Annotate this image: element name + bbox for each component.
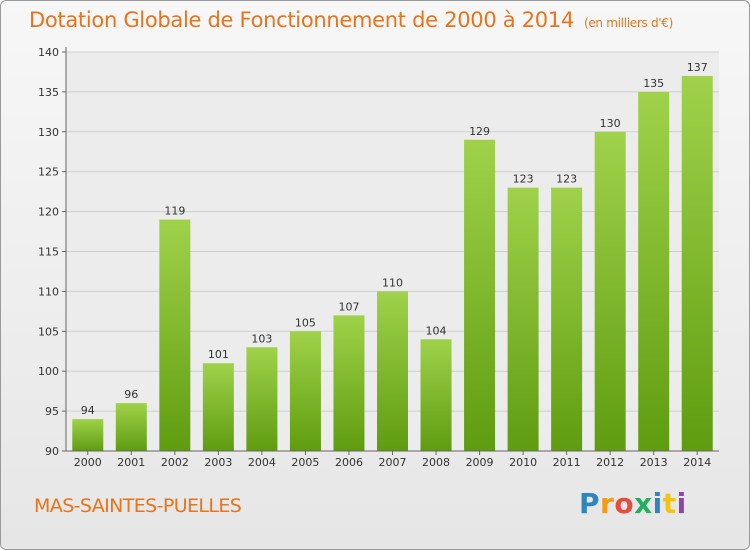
data-label: 103 xyxy=(251,332,272,345)
bars: 94 96 119 101 103 105 107 110 104 129 123 123 130 135… xyxy=(72,61,713,452)
y-tick-label: 120 xyxy=(38,206,59,219)
x-tick-label: 2000 xyxy=(74,456,102,469)
bar-2007[interactable] xyxy=(377,291,408,451)
data-label: 94 xyxy=(81,404,95,417)
logo-letter: i xyxy=(676,487,687,520)
x-tick-label: 2014 xyxy=(683,456,711,469)
y-tick-label: 90 xyxy=(45,445,59,458)
x-tick-label: 2005 xyxy=(291,456,319,469)
data-label: 130 xyxy=(600,117,621,130)
data-label: 135 xyxy=(643,77,664,90)
chart-title-text: Dotation Globale de Fonctionnement de 20… xyxy=(29,8,574,32)
data-label: 107 xyxy=(338,300,359,313)
data-label: 110 xyxy=(382,276,403,289)
y-tick-label: 130 xyxy=(38,126,59,139)
y-tick-label: 115 xyxy=(38,246,59,259)
bar-2008[interactable] xyxy=(420,339,452,451)
y-tick-label: 125 xyxy=(38,166,59,179)
data-label: 104 xyxy=(426,324,447,337)
x-tick-label: 2006 xyxy=(335,456,363,469)
logo-letter: r xyxy=(600,487,615,520)
y-tick-label: 140 xyxy=(38,46,59,59)
data-label: 129 xyxy=(469,125,490,138)
logo-letter: t xyxy=(662,487,677,520)
bar-2009[interactable] xyxy=(464,139,496,451)
data-label: 96 xyxy=(124,388,138,401)
x-tick-label: 2010 xyxy=(509,456,537,469)
data-label: 101 xyxy=(208,348,229,361)
proxiti-logo[interactable]: Proxiti xyxy=(579,487,687,520)
y-tick-label: 105 xyxy=(38,325,59,338)
data-label: 119 xyxy=(164,205,185,218)
bar-2014[interactable] xyxy=(681,75,713,451)
data-label: 105 xyxy=(295,316,316,329)
x-tick-label: 2008 xyxy=(422,456,450,469)
bar-2004[interactable] xyxy=(246,347,278,451)
x-tick-label: 2004 xyxy=(248,456,276,469)
bar-2013[interactable] xyxy=(638,91,670,452)
x-tick-label: 2009 xyxy=(466,456,494,469)
x-tick-label: 2013 xyxy=(640,456,668,469)
bar-2011[interactable] xyxy=(551,187,583,451)
bar-2010[interactable] xyxy=(507,187,539,451)
x-tick-label: 2011 xyxy=(553,456,581,469)
commune-name: MAS-SAINTES-PUELLES xyxy=(34,495,242,517)
logo-letter: P xyxy=(579,487,601,520)
y-tick-label: 135 xyxy=(38,86,59,99)
x-tick-label: 2002 xyxy=(161,456,189,469)
chart-title: Dotation Globale de Fonctionnement de 20… xyxy=(29,8,673,32)
bar-2002[interactable] xyxy=(159,219,191,451)
y-tick-label: 100 xyxy=(38,365,59,378)
bar-2001[interactable] xyxy=(115,403,147,451)
x-tick-label: 2012 xyxy=(596,456,624,469)
bar-2012[interactable] xyxy=(594,131,626,452)
x-tick-label: 2001 xyxy=(117,456,145,469)
data-label: 137 xyxy=(687,61,708,74)
data-label: 123 xyxy=(556,173,577,186)
x-tick-label: 2007 xyxy=(379,456,407,469)
axes: 90 95 100 105 110 115 120 125 130 135 140 2000 2001 2… xyxy=(38,46,719,469)
bar-2006[interactable] xyxy=(333,315,365,451)
bar-2005[interactable] xyxy=(289,331,321,451)
x-tick-label: 2003 xyxy=(204,456,232,469)
data-label: 123 xyxy=(513,173,534,186)
bar-2003[interactable] xyxy=(202,363,234,451)
logo-letter: x xyxy=(634,487,653,520)
chart-unit-label: (en milliers d'€) xyxy=(583,16,673,30)
bar-2000[interactable] xyxy=(72,419,104,451)
logo-letter: i xyxy=(652,487,663,520)
y-tick-label: 110 xyxy=(38,285,59,298)
logo-letter: o xyxy=(614,487,635,520)
y-tick-label: 95 xyxy=(45,405,59,418)
